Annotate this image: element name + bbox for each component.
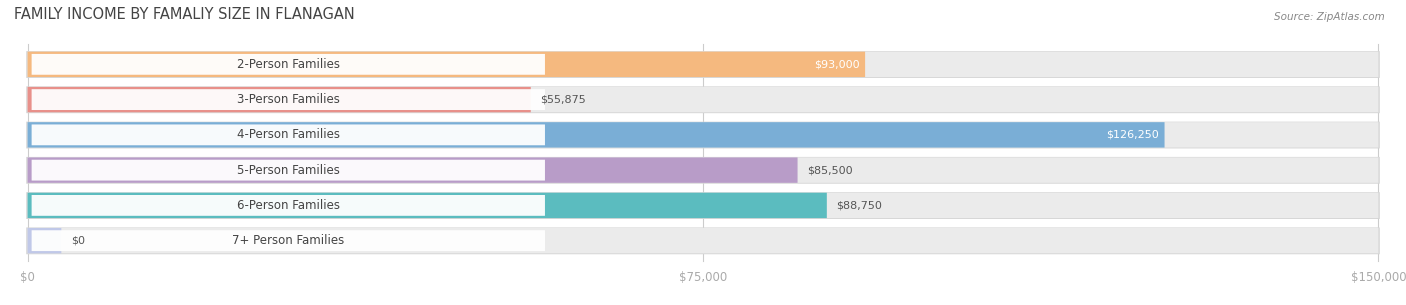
- FancyBboxPatch shape: [28, 157, 1378, 183]
- FancyBboxPatch shape: [31, 230, 546, 251]
- FancyBboxPatch shape: [31, 195, 546, 216]
- FancyBboxPatch shape: [28, 228, 1378, 253]
- Text: $126,250: $126,250: [1107, 130, 1159, 140]
- FancyBboxPatch shape: [28, 52, 865, 77]
- Text: FAMILY INCOME BY FAMALIY SIZE IN FLANAGAN: FAMILY INCOME BY FAMALIY SIZE IN FLANAGA…: [14, 7, 354, 22]
- FancyBboxPatch shape: [31, 124, 546, 145]
- FancyBboxPatch shape: [28, 228, 62, 253]
- FancyBboxPatch shape: [28, 87, 531, 112]
- FancyBboxPatch shape: [28, 193, 827, 218]
- FancyBboxPatch shape: [27, 86, 1379, 113]
- Text: 7+ Person Families: 7+ Person Families: [232, 234, 344, 247]
- FancyBboxPatch shape: [31, 89, 546, 110]
- Text: 4-Person Families: 4-Person Families: [236, 128, 340, 141]
- FancyBboxPatch shape: [28, 122, 1164, 148]
- FancyBboxPatch shape: [31, 160, 546, 181]
- Text: 5-Person Families: 5-Person Families: [236, 164, 340, 177]
- Text: Source: ZipAtlas.com: Source: ZipAtlas.com: [1274, 12, 1385, 22]
- FancyBboxPatch shape: [28, 87, 1378, 112]
- Text: 2-Person Families: 2-Person Families: [236, 58, 340, 71]
- Text: $88,750: $88,750: [837, 200, 882, 210]
- Text: $85,500: $85,500: [807, 165, 852, 175]
- Text: 6-Person Families: 6-Person Families: [236, 199, 340, 212]
- FancyBboxPatch shape: [27, 192, 1379, 219]
- FancyBboxPatch shape: [27, 228, 1379, 254]
- FancyBboxPatch shape: [27, 157, 1379, 184]
- FancyBboxPatch shape: [28, 157, 797, 183]
- Text: $0: $0: [70, 236, 84, 246]
- FancyBboxPatch shape: [31, 54, 546, 75]
- FancyBboxPatch shape: [28, 122, 1378, 148]
- FancyBboxPatch shape: [27, 122, 1379, 149]
- Text: $55,875: $55,875: [540, 95, 586, 105]
- FancyBboxPatch shape: [28, 193, 1378, 218]
- FancyBboxPatch shape: [28, 52, 1378, 77]
- FancyBboxPatch shape: [27, 51, 1379, 78]
- Text: 3-Person Families: 3-Person Families: [236, 93, 340, 106]
- Text: $93,000: $93,000: [814, 59, 859, 69]
